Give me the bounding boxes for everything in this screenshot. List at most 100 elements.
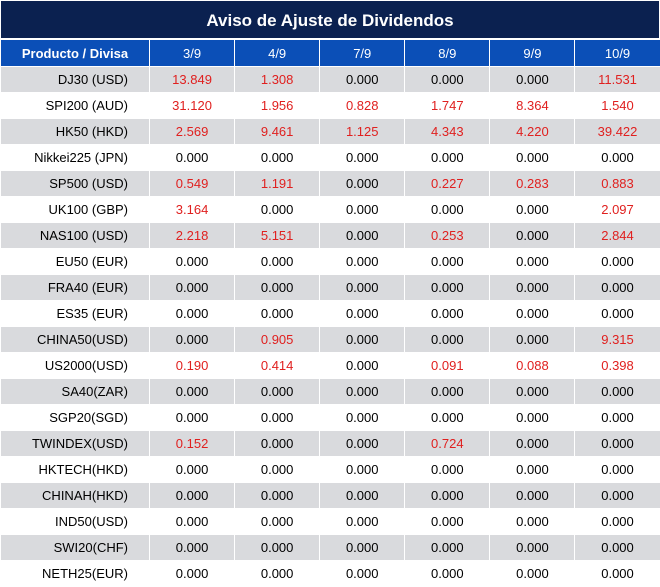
value-cell: 0.000 [319, 534, 406, 561]
value-cell: 0.000 [319, 66, 406, 93]
value-cell: 0.000 [148, 274, 236, 301]
value-cell: 0.000 [319, 170, 406, 197]
value-cell: 3.164 [148, 196, 236, 223]
value-cell: 1.191 [234, 170, 321, 197]
value-cell: 0.000 [319, 352, 406, 379]
value-cell: 0.000 [404, 274, 491, 301]
value-cell: 0.000 [234, 196, 321, 223]
product-cell: DJ30 (USD) [0, 66, 150, 93]
product-cell: FRA40 (EUR) [0, 274, 150, 301]
value-cell: 0.000 [489, 378, 576, 405]
value-cell: 0.724 [404, 430, 491, 457]
value-cell: 0.414 [234, 352, 321, 379]
value-cell: 1.308 [234, 66, 321, 93]
table-row: SA40(ZAR) 0.000 0.000 0.000 0.000 0.000 0.000 [0, 378, 660, 405]
value-cell: 0.000 [234, 560, 321, 587]
value-cell: 0.000 [574, 378, 660, 405]
value-cell: 2.218 [148, 222, 236, 249]
value-cell: 0.000 [148, 508, 236, 535]
product-cell: EU50 (EUR) [0, 248, 150, 275]
value-cell: 0.828 [319, 92, 406, 119]
value-cell: 0.000 [574, 508, 660, 535]
value-cell: 13.849 [148, 66, 236, 93]
value-cell: 0.000 [489, 66, 576, 93]
value-cell: 0.000 [148, 378, 236, 405]
value-cell: 0.000 [148, 300, 236, 327]
value-cell: 0.000 [319, 482, 406, 509]
value-cell: 0.000 [234, 300, 321, 327]
value-cell: 0.000 [404, 534, 491, 561]
value-cell: 0.000 [148, 456, 236, 483]
product-cell: NETH25(EUR) [0, 560, 150, 587]
value-cell: 11.531 [574, 66, 660, 93]
column-header-product: Producto / Divisa [0, 39, 150, 67]
value-cell: 0.000 [489, 274, 576, 301]
table-row: EU50 (EUR) 0.000 0.000 0.000 0.000 0.000 0.000 [0, 248, 660, 275]
table-row: HKTECH(HKD) 0.000 0.000 0.000 0.000 0.000 0.00… [0, 456, 660, 483]
value-cell: 0.000 [404, 326, 491, 353]
value-cell: 0.000 [489, 534, 576, 561]
product-cell: CHINAH(HKD) [0, 482, 150, 509]
value-cell: 0.000 [574, 300, 660, 327]
value-cell: 2.844 [574, 222, 660, 249]
product-cell: NAS100 (USD) [0, 222, 150, 249]
value-cell: 0.000 [574, 430, 660, 457]
value-cell: 0.000 [319, 248, 406, 275]
value-cell: 0.000 [404, 144, 491, 171]
value-cell: 0.000 [489, 196, 576, 223]
value-cell: 0.000 [319, 404, 406, 431]
value-cell: 0.000 [574, 404, 660, 431]
value-cell: 0.000 [489, 456, 576, 483]
table-row: CHINA50(USD) 0.000 0.905 0.000 0.000 0.000 9.3… [0, 326, 660, 353]
product-cell: ES35 (EUR) [0, 300, 150, 327]
value-cell: 0.000 [404, 196, 491, 223]
value-cell: 0.000 [574, 482, 660, 509]
value-cell: 0.000 [489, 404, 576, 431]
value-cell: 1.125 [319, 118, 406, 145]
value-cell: 0.000 [234, 482, 321, 509]
value-cell: 0.000 [234, 456, 321, 483]
table-header-row: Producto / Divisa 3/9 4/9 7/9 8/9 9/9 10… [0, 39, 660, 67]
value-cell: 2.097 [574, 196, 660, 223]
product-cell: TWINDEX(USD) [0, 430, 150, 457]
table-row: DJ30 (USD) 13.849 1.308 0.000 0.000 0.000 11.5… [0, 66, 660, 93]
product-cell: US2000(USD) [0, 352, 150, 379]
product-cell: SGP20(SGD) [0, 404, 150, 431]
value-cell: 31.120 [148, 92, 236, 119]
value-cell: 0.000 [489, 144, 576, 171]
value-cell: 0.091 [404, 352, 491, 379]
value-cell: 4.343 [404, 118, 491, 145]
value-cell: 0.883 [574, 170, 660, 197]
page-title: Aviso de Ajuste de Dividendos [0, 0, 660, 39]
table-row: Nikkei225 (JPN) 0.000 0.000 0.000 0.000 0.000… [0, 144, 660, 171]
table-row: HK50 (HKD) 2.569 9.461 1.125 4.343 4.220 39.42… [0, 118, 660, 145]
value-cell: 0.000 [574, 144, 660, 171]
value-cell: 0.000 [234, 430, 321, 457]
table-row: TWINDEX(USD) 0.152 0.000 0.000 0.724 0.000 0.0… [0, 430, 660, 457]
value-cell: 4.220 [489, 118, 576, 145]
value-cell: 0.000 [489, 222, 576, 249]
value-cell: 0.000 [148, 482, 236, 509]
value-cell: 0.000 [148, 534, 236, 561]
value-cell: 0.283 [489, 170, 576, 197]
column-header-date: 7/9 [319, 39, 406, 67]
value-cell: 0.000 [148, 326, 236, 353]
product-cell: SWI20(CHF) [0, 534, 150, 561]
value-cell: 0.000 [234, 248, 321, 275]
column-header-date: 8/9 [404, 39, 491, 67]
product-cell: CHINA50(USD) [0, 326, 150, 353]
value-cell: 0.088 [489, 352, 576, 379]
value-cell: 8.364 [489, 92, 576, 119]
value-cell: 0.000 [574, 534, 660, 561]
value-cell: 0.398 [574, 352, 660, 379]
value-cell: 0.000 [489, 300, 576, 327]
value-cell: 0.000 [404, 482, 491, 509]
value-cell: 0.000 [148, 248, 236, 275]
table-row: SWI20(CHF) 0.000 0.000 0.000 0.000 0.000 0.000 [0, 534, 660, 561]
value-cell: 0.000 [319, 560, 406, 587]
value-cell: 0.000 [404, 378, 491, 405]
value-cell: 0.000 [489, 430, 576, 457]
value-cell: 0.000 [489, 508, 576, 535]
table-body: DJ30 (USD) 13.849 1.308 0.000 0.000 0.000 11.5… [0, 66, 660, 587]
